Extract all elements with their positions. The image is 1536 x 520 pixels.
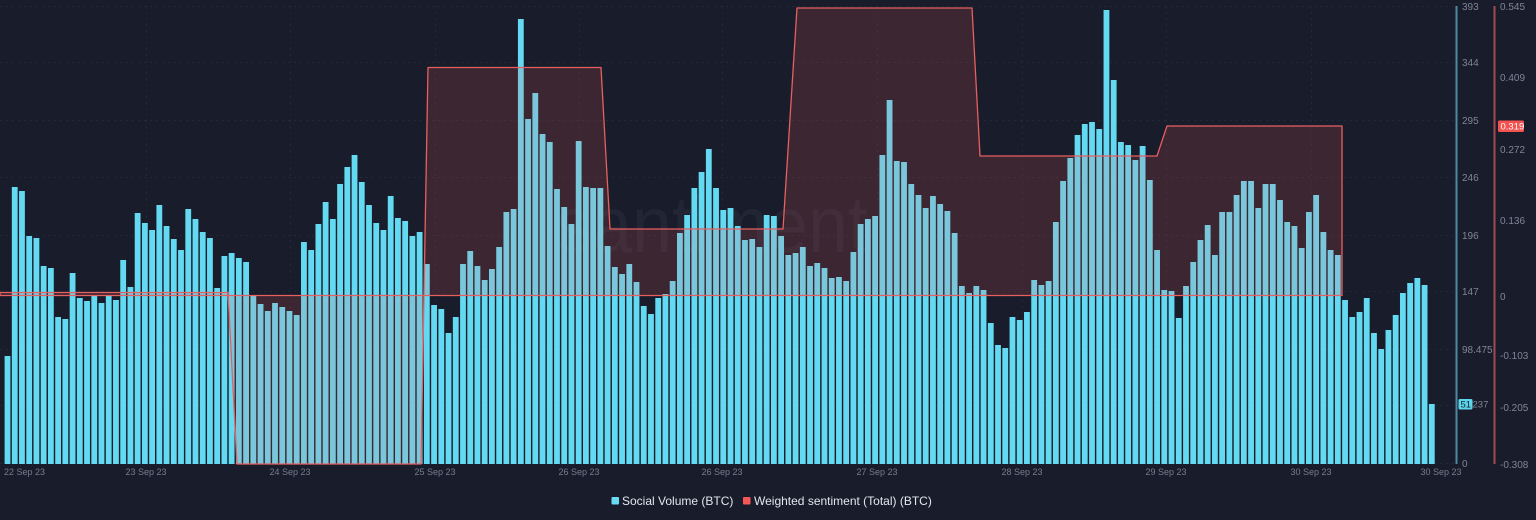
svg-text:27 Sep 23: 27 Sep 23 bbox=[856, 467, 897, 477]
svg-text:196: 196 bbox=[1462, 231, 1479, 242]
svg-text:147: 147 bbox=[1462, 287, 1479, 298]
svg-text:51: 51 bbox=[1461, 400, 1472, 411]
svg-text:237: 237 bbox=[1473, 400, 1489, 411]
svg-text:26 Sep 23: 26 Sep 23 bbox=[558, 467, 599, 477]
svg-text:Weighted sentiment (Total) (BT: Weighted sentiment (Total) (BTC) bbox=[754, 494, 932, 508]
svg-text:0.272: 0.272 bbox=[1500, 145, 1525, 156]
svg-text:28 Sep 23: 28 Sep 23 bbox=[1001, 467, 1042, 477]
svg-text:30 Sep 23: 30 Sep 23 bbox=[1290, 467, 1331, 477]
svg-text:30 Sep 23: 30 Sep 23 bbox=[1420, 467, 1461, 477]
svg-text:26 Sep 23: 26 Sep 23 bbox=[701, 467, 742, 477]
svg-text:-0.205: -0.205 bbox=[1500, 403, 1529, 414]
svg-text:29 Sep 23: 29 Sep 23 bbox=[1145, 467, 1186, 477]
svg-text:0.545: 0.545 bbox=[1500, 2, 1525, 13]
svg-text:344: 344 bbox=[1462, 58, 1479, 69]
svg-text:98.475: 98.475 bbox=[1462, 345, 1493, 356]
svg-text:0: 0 bbox=[1500, 292, 1506, 303]
svg-text:Social Volume (BTC): Social Volume (BTC) bbox=[622, 494, 733, 508]
svg-text:0.136: 0.136 bbox=[1500, 216, 1525, 227]
svg-text:246: 246 bbox=[1462, 173, 1479, 184]
svg-text:-0.308: -0.308 bbox=[1500, 460, 1529, 471]
svg-text:0.409: 0.409 bbox=[1500, 73, 1525, 84]
svg-text:0: 0 bbox=[1462, 459, 1468, 470]
svg-text:25 Sep 23: 25 Sep 23 bbox=[414, 467, 455, 477]
svg-text:23 Sep 23: 23 Sep 23 bbox=[125, 467, 166, 477]
svg-text:295: 295 bbox=[1462, 116, 1479, 127]
svg-text:393: 393 bbox=[1462, 2, 1479, 13]
svg-text:22 Sep 23: 22 Sep 23 bbox=[4, 467, 45, 477]
svg-text:0.319: 0.319 bbox=[1501, 122, 1525, 133]
svg-text:-0.103: -0.103 bbox=[1500, 351, 1529, 362]
svg-text:24 Sep 23: 24 Sep 23 bbox=[269, 467, 310, 477]
